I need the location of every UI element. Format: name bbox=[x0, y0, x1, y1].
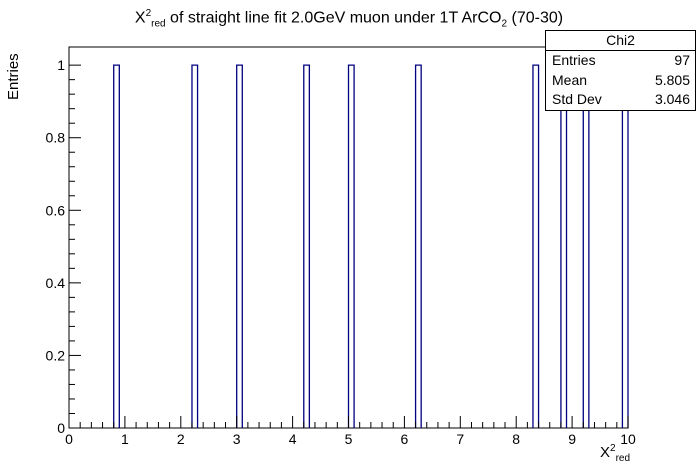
stats-row-entries: Entries 97 bbox=[546, 51, 695, 71]
x-tick-label: 9 bbox=[568, 431, 576, 447]
y-tick-label: 1 bbox=[57, 57, 65, 73]
x-title-subscript: red bbox=[615, 453, 631, 464]
histogram-bin bbox=[113, 64, 120, 428]
histogram-bin bbox=[347, 64, 355, 428]
x-tick-label: 0 bbox=[65, 431, 73, 447]
x-tick-label: 2 bbox=[177, 431, 185, 447]
histogram-bin bbox=[560, 64, 568, 428]
histogram-bin bbox=[621, 64, 629, 428]
histogram-bin bbox=[303, 64, 311, 428]
histogram-bin bbox=[191, 64, 199, 428]
stats-label: Entries bbox=[552, 52, 596, 68]
title-tail: (70-30) bbox=[507, 9, 564, 27]
x-tick-label: 8 bbox=[512, 431, 520, 447]
title-subscript-2: 2 bbox=[501, 18, 508, 30]
stats-label: Mean bbox=[552, 71, 588, 88]
x-title-superscript: 2 bbox=[610, 443, 616, 454]
title-superscript: 2 bbox=[145, 8, 152, 19]
title-subscript: red bbox=[151, 18, 166, 30]
title-text: of straight line fit 2.0GeV muon under 1… bbox=[165, 9, 502, 27]
chart-title: X2red of straight line fit 2.0GeV muon u… bbox=[0, 8, 698, 30]
x-title-symbol: X bbox=[600, 444, 611, 461]
x-axis-title: X2red bbox=[600, 443, 630, 464]
x-tick-label: 10 bbox=[620, 431, 636, 447]
y-tick-label: 0.6 bbox=[46, 202, 66, 218]
title-symbol: X bbox=[134, 9, 146, 27]
stats-row-mean: Mean 5.805 bbox=[546, 71, 695, 91]
x-tick-label: 1 bbox=[121, 431, 129, 447]
histogram-bin bbox=[582, 64, 590, 428]
y-axis-title: Entries bbox=[5, 53, 22, 100]
stats-value: 3.046 bbox=[654, 91, 690, 107]
y-tick-label: 0.4 bbox=[46, 275, 66, 291]
stats-row-stddev: Std Dev 3.046 bbox=[546, 90, 695, 110]
y-tick-label: 0 bbox=[57, 420, 65, 436]
histogram-bin bbox=[414, 64, 422, 428]
x-tick-label: 3 bbox=[233, 431, 241, 447]
stats-name: Chi2 bbox=[546, 31, 695, 51]
y-tick-label: 0.2 bbox=[46, 347, 66, 363]
stats-box: Chi2 Entries 97 Mean 5.805 Std Dev 3.046 bbox=[545, 30, 696, 111]
histogram-bin bbox=[236, 64, 243, 428]
x-tick-label: 7 bbox=[456, 431, 464, 447]
histogram-bin bbox=[532, 64, 540, 428]
stats-label: Std Dev bbox=[552, 91, 602, 107]
x-tick-label: 6 bbox=[401, 431, 409, 447]
stats-value: 5.805 bbox=[654, 71, 690, 88]
stats-value: 97 bbox=[674, 52, 690, 68]
y-tick-label: 0.8 bbox=[46, 130, 66, 146]
x-tick-label: 5 bbox=[345, 431, 353, 447]
x-tick-label: 4 bbox=[289, 431, 297, 447]
